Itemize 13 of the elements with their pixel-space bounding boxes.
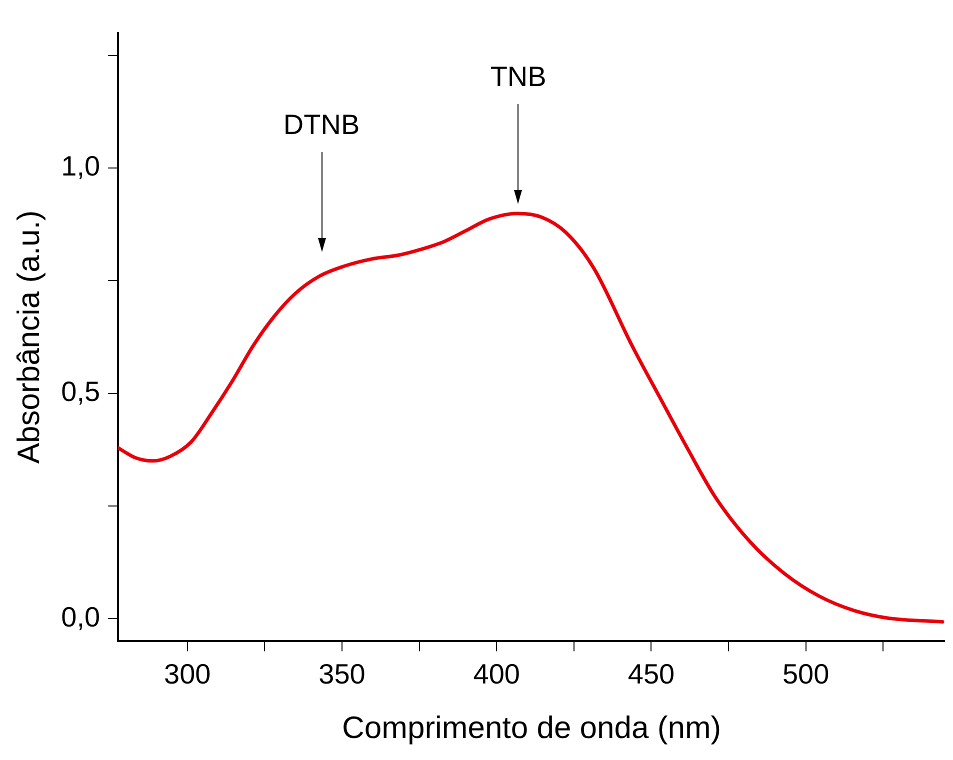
line-series bbox=[118, 212, 944, 624]
y-axis-title: Absorbância (a.u.) bbox=[11, 210, 46, 464]
y-tick-label: 0,0 bbox=[61, 601, 100, 632]
x-tick-label: 500 bbox=[782, 658, 830, 690]
annotation: DTNB bbox=[282, 108, 361, 142]
x-tick-label: 350 bbox=[318, 658, 366, 690]
y-tick-label: 0,5 bbox=[61, 376, 100, 408]
x-tick-label: 300 bbox=[164, 658, 211, 690]
x-tick-label: 400 bbox=[473, 658, 520, 690]
y-tick-label: 1,0 bbox=[61, 150, 100, 182]
x-tick-label: 450 bbox=[628, 658, 675, 690]
annotation: TNB bbox=[489, 60, 548, 94]
x-axis-title: Comprimento de onda (nm) bbox=[342, 710, 722, 745]
